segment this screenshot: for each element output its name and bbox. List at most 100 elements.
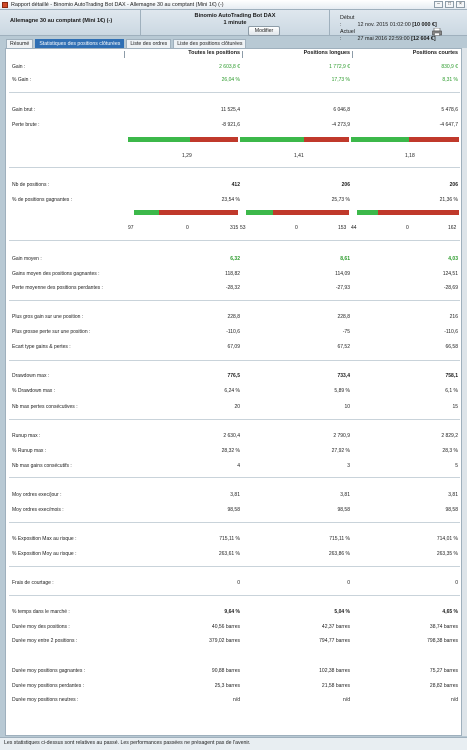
stat-row-gain: Gain : 2 603,8 € 1 772,9 € 830,9 € bbox=[6, 64, 461, 72]
wins-losses-bar-2 bbox=[240, 210, 349, 215]
stat-value: 26,04 % bbox=[221, 77, 240, 83]
stat-value: 263,86 % bbox=[328, 551, 350, 557]
stat-row-ecart-type: Ecart type gains & pertes : 67,09 67,52 66,… bbox=[6, 344, 461, 352]
stat-row-moy-ordres-jour: Moy ordres exec/jour : 3,81 3,81 3,81 bbox=[6, 492, 461, 500]
stat-value: 90,88 barres bbox=[211, 668, 240, 674]
wins-losses-bar-1 bbox=[128, 210, 238, 215]
stat-label: Moy ordres exec/mois : bbox=[12, 507, 64, 513]
stat-value: 3,81 bbox=[448, 492, 458, 498]
stat-value: 11 525,4 bbox=[220, 107, 240, 113]
section-divider bbox=[9, 92, 460, 93]
stat-value: 5 478,6 bbox=[441, 107, 458, 113]
stat-value: 1 772,9 € bbox=[329, 64, 350, 70]
stat-row-gain-moyen: Gain moyen : 6,32 8,61 4,03 bbox=[6, 256, 461, 264]
section-divider bbox=[9, 360, 460, 361]
start-label: Début : bbox=[340, 15, 355, 28]
stat-value: 2 790,9 bbox=[333, 433, 350, 439]
maximize-button[interactable]: □ bbox=[445, 1, 454, 8]
section-divider bbox=[9, 595, 460, 596]
start-amount: [10 000 €] bbox=[412, 22, 437, 28]
stat-value: 98,58 bbox=[445, 507, 458, 513]
stat-label: Drawdown max : bbox=[12, 373, 50, 379]
tab-resume[interactable]: Résumé bbox=[6, 39, 34, 48]
tab-bar: Résumé Statistiques des positions clôtur… bbox=[6, 39, 248, 48]
ratio-value: 1,41 bbox=[294, 153, 304, 159]
stat-label: Nb max pertes consécutives : bbox=[12, 404, 78, 410]
strategy-name: Binomio AutoTrading Bot DAX bbox=[194, 13, 276, 19]
stat-row-gain-pct: % Gain : 26,04 % 17,73 % 8,31 % bbox=[6, 77, 461, 85]
stat-value: 206 bbox=[341, 182, 350, 188]
stat-value: 98,58 bbox=[227, 507, 240, 513]
current-label: Actuel : bbox=[340, 29, 355, 42]
stat-value: 42,37 barres bbox=[321, 624, 350, 630]
stat-value: 3 bbox=[347, 463, 350, 469]
stat-label: Plus gros gain sur une position : bbox=[12, 314, 84, 320]
wins-count: 53 bbox=[240, 225, 246, 231]
wins-count: 44 bbox=[351, 225, 357, 231]
stat-value: 124,51 bbox=[442, 271, 458, 277]
neutral-count: 0 bbox=[406, 225, 409, 231]
modify-button[interactable]: Modifier bbox=[248, 26, 280, 36]
stat-value: 114,09 bbox=[335, 271, 350, 277]
tab-orders-list[interactable]: Liste des ordres bbox=[126, 39, 172, 48]
stat-value: 4 bbox=[237, 463, 240, 469]
report-header: Allemagne 30 au comptant (Mini 1€) (-) B… bbox=[0, 10, 467, 42]
section-divider bbox=[9, 477, 460, 478]
minimize-button[interactable]: – bbox=[434, 1, 443, 8]
stat-label: Gain : bbox=[12, 64, 26, 70]
stat-value: 25,73 % bbox=[331, 197, 350, 203]
stat-value: 9,64 % bbox=[224, 609, 240, 615]
stat-value: 4,65 % bbox=[442, 609, 458, 615]
stat-row-runup-max: Runup max : 2 630,4 2 790,9 2 829,2 bbox=[6, 433, 461, 441]
stat-value: 38,74 barres bbox=[429, 624, 458, 630]
stat-value: 263,61 % bbox=[218, 551, 240, 557]
stat-label: Nb max gains consécutifs : bbox=[12, 463, 72, 469]
stat-value: -4 647,7 bbox=[439, 122, 458, 128]
stat-value: n/d bbox=[451, 697, 458, 703]
stat-value: 228,8 bbox=[227, 314, 240, 320]
section-divider bbox=[9, 522, 460, 523]
stat-value: 0 bbox=[455, 580, 458, 586]
stat-row-pct-runup-max: % Runup max : 28,32 % 27,92 % 28,3 % bbox=[6, 448, 461, 456]
stat-row-ratio: 1,29 1,41 1,18 bbox=[6, 153, 461, 161]
stat-value: 21,58 barres bbox=[321, 683, 350, 689]
stat-value: 6,32 bbox=[230, 256, 240, 262]
stat-row-moy-ordres-mois: Moy ordres exec/mois : 98,58 98,58 98,58 bbox=[6, 507, 461, 515]
stat-row-duree-neutres: Durée moy positions neutres : n/d n/d n/d bbox=[6, 697, 461, 705]
stat-value: 5 bbox=[455, 463, 458, 469]
stat-label: Plus grosse perte sur une position : bbox=[12, 329, 91, 335]
stat-value: -75 bbox=[342, 329, 350, 335]
stat-value: 8,31 % bbox=[442, 77, 458, 83]
vertical-scrollbar[interactable] bbox=[462, 48, 467, 736]
stat-label: Frais de courtage : bbox=[12, 580, 54, 586]
stat-value: 0 bbox=[347, 580, 350, 586]
tab-closed-positions-stats[interactable]: Statistiques des positions clôturées bbox=[35, 39, 125, 48]
stat-row-gains-moyen-gagnantes: Gains moyen des positions gagnantes : 118… bbox=[6, 271, 461, 279]
stat-value: -110,6 bbox=[444, 329, 458, 335]
stat-value: 28,82 barres bbox=[429, 683, 458, 689]
stat-value: 98,58 bbox=[337, 507, 350, 513]
tab-closed-positions-list[interactable]: Liste des positions clôturées bbox=[173, 39, 247, 48]
stat-row-perte-moyenne: Perte moyenne des positions perdantes : -… bbox=[6, 285, 461, 293]
stat-value: 4,03 bbox=[448, 256, 458, 262]
stat-value: -28,69 bbox=[443, 285, 458, 291]
stat-label: Durée moy positions perdantes : bbox=[12, 683, 84, 689]
stat-row-pct-drawdown-max: % Drawdown max : 6,24 % 5,89 % 6,1 % bbox=[6, 388, 461, 396]
stat-value: 2 630,4 bbox=[223, 433, 240, 439]
stat-row-frais: Frais de courtage : 0 0 0 bbox=[6, 580, 461, 588]
stat-label: % Exposition Moy au risque : bbox=[12, 551, 77, 557]
print-icon[interactable] bbox=[432, 28, 442, 36]
stat-value: 412 bbox=[231, 182, 240, 188]
stat-value: 216 bbox=[449, 314, 458, 320]
stat-value: 794,77 barres bbox=[319, 638, 350, 644]
stat-value: 263,35 % bbox=[436, 551, 458, 557]
stat-row-nb-positions: Nb de positions : 412 206 206 bbox=[6, 182, 461, 190]
close-button[interactable]: × bbox=[456, 1, 465, 8]
stat-value: 798,38 barres bbox=[427, 638, 458, 644]
stat-label: Gain brut : bbox=[12, 107, 36, 113]
stat-value: 67,52 bbox=[337, 344, 350, 350]
stat-row-expo-max: % Exposition Max au risque : 715,11 % 715,… bbox=[6, 536, 461, 544]
stat-value: 228,8 bbox=[337, 314, 350, 320]
col-all-positions: Toutes les positions bbox=[188, 50, 240, 56]
stat-value: 379,02 barres bbox=[209, 638, 240, 644]
